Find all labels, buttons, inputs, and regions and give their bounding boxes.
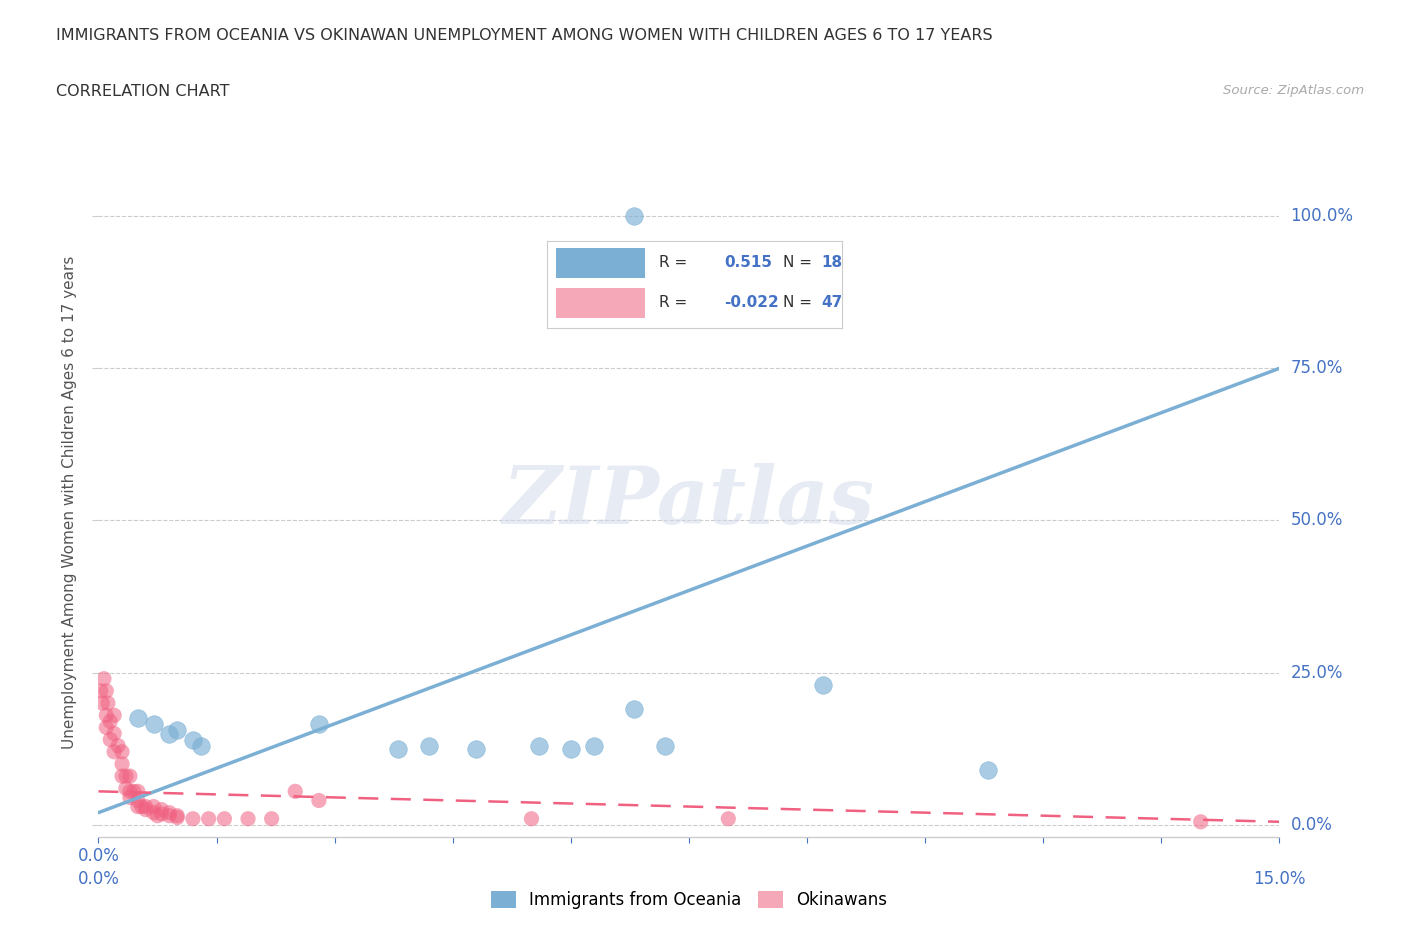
Point bbox=[115, 769, 138, 784]
Point bbox=[150, 806, 173, 821]
Point bbox=[166, 723, 188, 737]
Point bbox=[214, 811, 236, 826]
Point bbox=[111, 744, 134, 759]
Point bbox=[131, 799, 153, 814]
Point bbox=[157, 808, 180, 823]
Point bbox=[142, 805, 165, 820]
Point bbox=[142, 799, 165, 814]
Text: N =: N = bbox=[783, 296, 813, 311]
Point bbox=[717, 811, 740, 826]
Text: 18: 18 bbox=[821, 256, 844, 271]
Point bbox=[465, 741, 488, 756]
Text: 0.0%: 0.0% bbox=[77, 870, 120, 888]
Point bbox=[166, 810, 188, 825]
Text: 100.0%: 100.0% bbox=[1291, 207, 1354, 225]
Text: 15.0%: 15.0% bbox=[1253, 870, 1306, 888]
Point bbox=[135, 799, 157, 814]
Text: 75.0%: 75.0% bbox=[1291, 359, 1343, 378]
Point bbox=[103, 744, 125, 759]
Point bbox=[103, 708, 125, 723]
Text: 47: 47 bbox=[821, 296, 844, 311]
Point bbox=[115, 781, 138, 796]
Point bbox=[90, 684, 112, 698]
Point bbox=[142, 717, 165, 732]
Point bbox=[387, 741, 409, 756]
Point bbox=[107, 738, 129, 753]
Text: 25.0%: 25.0% bbox=[1291, 664, 1343, 682]
Text: 0.0%: 0.0% bbox=[1291, 816, 1333, 834]
Point bbox=[150, 803, 173, 817]
Point bbox=[118, 769, 141, 784]
Point bbox=[127, 711, 149, 725]
Text: IMMIGRANTS FROM OCEANIA VS OKINAWAN UNEMPLOYMENT AMONG WOMEN WITH CHILDREN AGES : IMMIGRANTS FROM OCEANIA VS OKINAWAN UNEM… bbox=[56, 28, 993, 43]
Point bbox=[308, 793, 330, 808]
Text: N =: N = bbox=[783, 256, 813, 271]
Point bbox=[127, 799, 149, 814]
Point bbox=[260, 811, 283, 826]
Text: 0.515: 0.515 bbox=[724, 256, 772, 271]
Point bbox=[181, 811, 204, 826]
Legend: Immigrants from Oceania, Okinawans: Immigrants from Oceania, Okinawans bbox=[484, 884, 894, 916]
Point bbox=[418, 738, 440, 753]
Point bbox=[157, 805, 180, 820]
Point bbox=[977, 763, 1000, 777]
Point bbox=[529, 738, 551, 753]
Point bbox=[103, 726, 125, 741]
Point bbox=[236, 811, 259, 826]
Point bbox=[111, 769, 134, 784]
Point bbox=[583, 738, 606, 753]
Point bbox=[284, 784, 307, 799]
Point bbox=[111, 756, 134, 771]
Point bbox=[93, 671, 115, 686]
Point bbox=[811, 677, 834, 692]
Point bbox=[127, 784, 149, 799]
Point bbox=[96, 708, 118, 723]
Point bbox=[127, 793, 149, 808]
Point bbox=[190, 738, 212, 753]
Point bbox=[122, 784, 145, 799]
Bar bbox=[555, 288, 644, 318]
Text: R =: R = bbox=[659, 256, 688, 271]
Point bbox=[96, 720, 118, 735]
Point bbox=[91, 696, 114, 711]
Text: ZIPatlas: ZIPatlas bbox=[503, 463, 875, 541]
Point bbox=[1189, 815, 1212, 830]
Point bbox=[98, 714, 121, 729]
Point bbox=[135, 803, 157, 817]
Text: R =: R = bbox=[659, 296, 688, 311]
Point bbox=[97, 696, 120, 711]
Bar bbox=[555, 248, 644, 278]
Point bbox=[118, 790, 141, 804]
Point bbox=[181, 732, 204, 747]
Text: Source: ZipAtlas.com: Source: ZipAtlas.com bbox=[1223, 84, 1364, 97]
Point bbox=[623, 702, 645, 717]
Point bbox=[96, 684, 118, 698]
Point bbox=[308, 717, 330, 732]
Point bbox=[654, 738, 676, 753]
Point bbox=[157, 726, 180, 741]
Point bbox=[623, 208, 645, 223]
Point bbox=[118, 784, 141, 799]
Point bbox=[166, 808, 188, 823]
Text: -0.022: -0.022 bbox=[724, 296, 779, 311]
Point bbox=[98, 732, 121, 747]
Y-axis label: Unemployment Among Women with Children Ages 6 to 17 years: Unemployment Among Women with Children A… bbox=[62, 256, 77, 749]
Point bbox=[520, 811, 543, 826]
Point bbox=[560, 741, 582, 756]
Point bbox=[146, 808, 169, 823]
Text: 50.0%: 50.0% bbox=[1291, 512, 1343, 529]
Point bbox=[197, 811, 219, 826]
Text: CORRELATION CHART: CORRELATION CHART bbox=[56, 84, 229, 99]
